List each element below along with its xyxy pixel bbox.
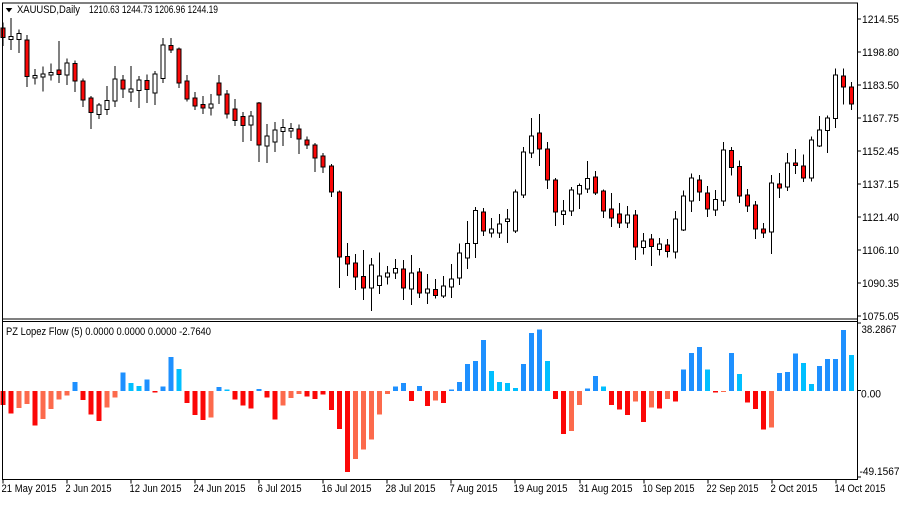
svg-text:16 Jul 2015: 16 Jul 2015 — [322, 483, 372, 495]
svg-text:1214.55: 1214.55 — [862, 14, 899, 26]
svg-text:21 May 2015: 21 May 2015 — [2, 483, 57, 495]
svg-text:1183.50: 1183.50 — [862, 80, 899, 92]
svg-text:7 Aug 2015: 7 Aug 2015 — [450, 483, 498, 495]
svg-text:1167.75: 1167.75 — [862, 113, 899, 125]
svg-text:28 Jul 2015: 28 Jul 2015 — [386, 483, 436, 495]
svg-text:22 Sep 2015: 22 Sep 2015 — [707, 483, 759, 495]
svg-text:31 Aug 2015: 31 Aug 2015 — [579, 483, 633, 495]
svg-text:XAUUSD,Daily: XAUUSD,Daily — [17, 4, 80, 16]
svg-text:6 Jul 2015: 6 Jul 2015 — [258, 483, 302, 495]
svg-text:1075.05: 1075.05 — [862, 311, 899, 323]
svg-text:1121.40: 1121.40 — [862, 212, 899, 224]
svg-text:1198.80: 1198.80 — [862, 47, 899, 59]
svg-text:38.2867: 38.2867 — [862, 324, 897, 336]
svg-text:1210.63 1244.73 1206.96 1244.1: 1210.63 1244.73 1206.96 1244.19 — [89, 4, 218, 16]
svg-text:0.00: 0.00 — [861, 389, 881, 401]
svg-text:2 Oct 2015: 2 Oct 2015 — [771, 483, 818, 495]
svg-text:10 Sep 2015: 10 Sep 2015 — [643, 483, 695, 495]
svg-text:19 Aug 2015: 19 Aug 2015 — [514, 483, 568, 495]
svg-text:1090.35: 1090.35 — [862, 278, 899, 290]
svg-text:12 Jun 2015: 12 Jun 2015 — [130, 483, 182, 495]
svg-text:1137.15: 1137.15 — [862, 179, 899, 191]
svg-text:-49.1567: -49.1567 — [860, 466, 900, 478]
svg-text:2 Jun 2015: 2 Jun 2015 — [66, 483, 112, 495]
svg-text:PZ Lopez Flow (5) 0.0000 0.000: PZ Lopez Flow (5) 0.0000 0.0000 0.0000 -… — [6, 326, 211, 338]
svg-text:24 Jun 2015: 24 Jun 2015 — [194, 483, 246, 495]
svg-text:1106.10: 1106.10 — [862, 245, 899, 257]
svg-text:1152.45: 1152.45 — [862, 146, 899, 158]
svg-text:14 Oct 2015: 14 Oct 2015 — [835, 483, 886, 495]
